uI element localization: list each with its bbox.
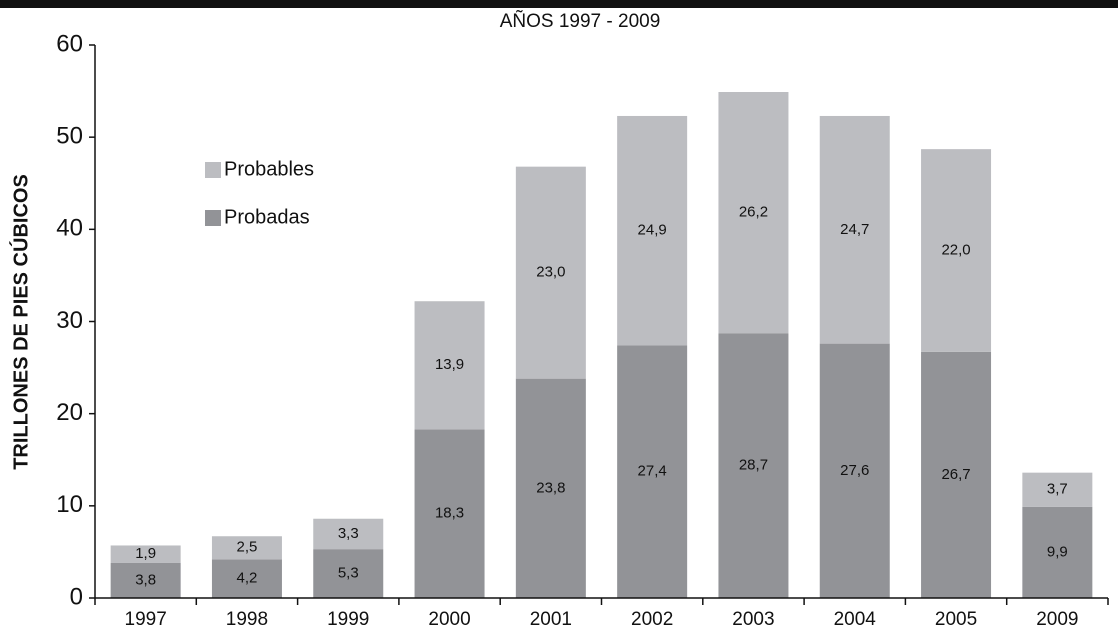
bar-segment	[414, 429, 485, 598]
legend-swatch	[205, 210, 221, 226]
value-label: 26,2	[739, 204, 768, 221]
y-tick-label: 20	[56, 399, 83, 426]
bar-segment	[819, 343, 890, 598]
value-label: 23,8	[536, 479, 565, 496]
bar-segment	[617, 345, 688, 598]
x-tick-label: 1997	[125, 609, 167, 630]
bar-segment	[718, 92, 789, 334]
chart-subtitle: AÑOS 1997 - 2009	[500, 10, 661, 32]
value-label: 4,2	[237, 570, 258, 587]
x-tick-label: 1998	[226, 609, 268, 630]
value-label: 26,7	[941, 466, 970, 483]
x-tick-label: 2004	[834, 609, 877, 630]
value-label: 27,4	[638, 463, 667, 480]
x-tick-label: 2003	[732, 609, 774, 630]
y-tick-label: 50	[56, 123, 83, 150]
x-tick-label: 2000	[428, 609, 470, 630]
bar-segment	[1022, 472, 1093, 507]
bar-segment	[211, 559, 282, 598]
x-tick-label: 2005	[935, 609, 977, 630]
bar-segment	[414, 301, 485, 430]
y-tick-label: 30	[56, 307, 83, 334]
y-tick-label: 10	[56, 491, 83, 518]
y-tick-label: 60	[56, 30, 83, 57]
value-label: 28,7	[739, 457, 768, 474]
bar-segment	[110, 545, 181, 563]
value-label: 9,9	[1047, 543, 1068, 560]
x-tick-label: 2001	[530, 609, 572, 630]
bar-segment	[515, 166, 586, 379]
legend-label: Probables	[224, 158, 314, 180]
value-label: 23,0	[536, 264, 565, 281]
value-label: 2,5	[237, 539, 258, 556]
value-label: 18,3	[435, 505, 464, 522]
value-label: 24,7	[840, 221, 869, 238]
y-axis-label: TRILLONES DE PIES CÚBICOS	[8, 174, 32, 470]
bar-segment	[110, 562, 181, 598]
value-label: 3,8	[135, 571, 156, 588]
legend-swatch	[205, 162, 221, 178]
value-label: 3,3	[338, 525, 359, 542]
value-label: 22,0	[941, 242, 970, 259]
value-label: 27,6	[840, 462, 869, 479]
bar-segment	[313, 549, 384, 598]
x-tick-label: 1999	[327, 609, 369, 630]
bar-segment	[211, 536, 282, 560]
x-tick-label: 2002	[631, 609, 673, 630]
y-tick-label: 0	[70, 583, 83, 610]
bar-segment	[515, 378, 586, 598]
value-label: 24,9	[638, 222, 667, 239]
x-tick-label: 2009	[1036, 609, 1078, 630]
bar-segment	[819, 115, 890, 344]
bar-segment	[921, 351, 992, 598]
top-band	[0, 0, 1118, 8]
bar-segment	[1022, 506, 1093, 598]
y-tick-label: 40	[56, 215, 83, 242]
legend-label: Probadas	[224, 206, 310, 228]
bar-segment	[313, 518, 384, 550]
value-label: 5,3	[338, 565, 359, 582]
value-label: 1,9	[135, 545, 156, 562]
bar-segment	[617, 115, 688, 346]
value-label: 13,9	[435, 356, 464, 373]
bar-segment	[921, 149, 992, 352]
bar-segment	[718, 333, 789, 598]
value-label: 3,7	[1047, 481, 1068, 498]
